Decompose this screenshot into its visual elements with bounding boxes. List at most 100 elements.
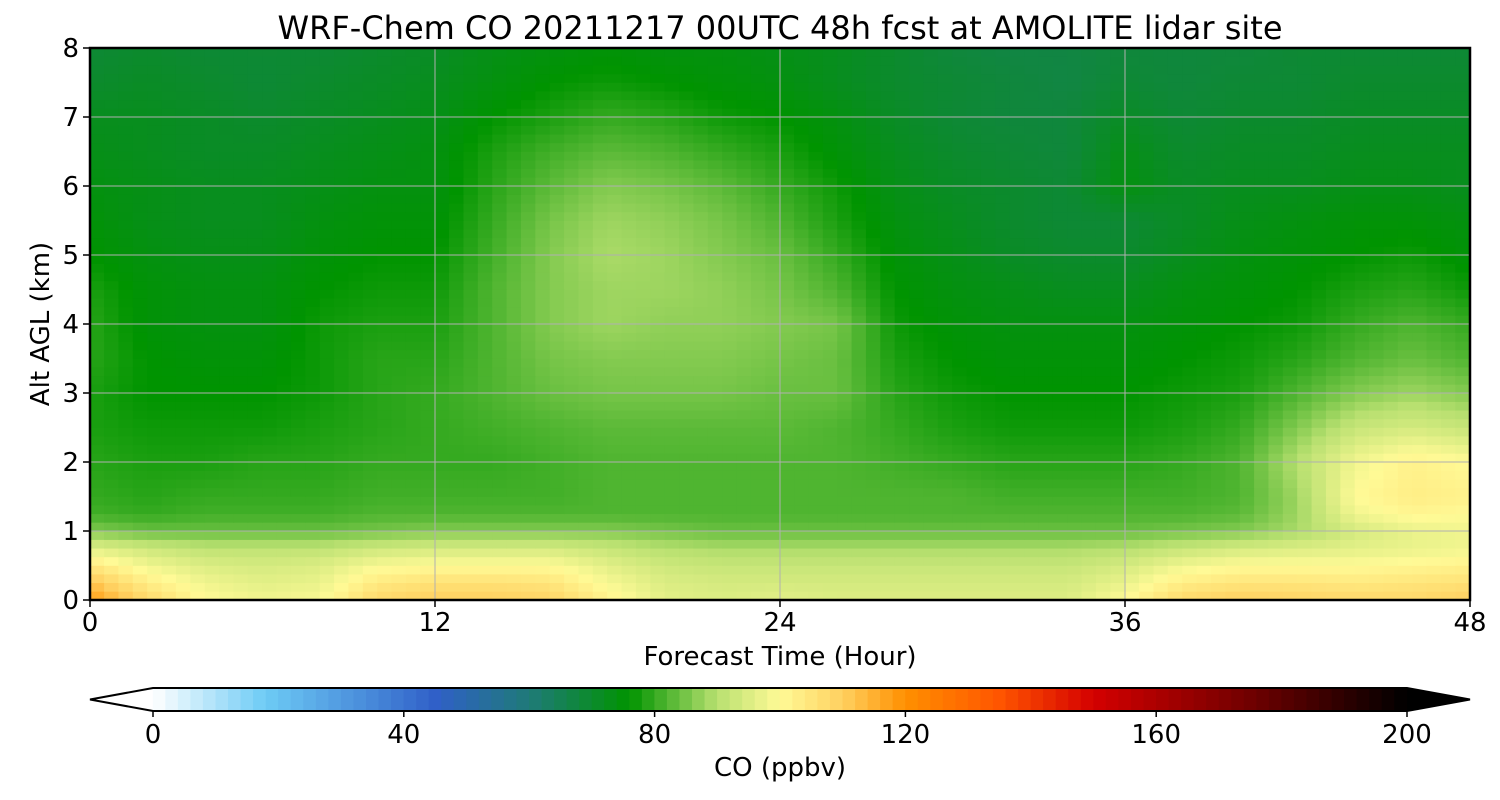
field-cell [549,151,565,161]
field-cell [276,202,292,213]
field-cell [822,289,838,299]
field-cell [1210,401,1226,411]
field-cell [779,504,795,515]
field-cell [779,470,795,480]
field-cell [1153,444,1169,454]
field-cell [405,591,421,601]
field-cell [995,401,1011,411]
field-cell [1225,159,1241,170]
field-cell [765,263,781,273]
field-cell [837,504,853,515]
field-cell [1067,547,1083,558]
field-cell [894,220,910,230]
field-cell [506,530,522,540]
field-cell [104,194,120,204]
field-cell [650,289,666,299]
field-cell [607,271,623,282]
field-cell [909,487,925,497]
field-cell [707,366,723,377]
field-cell [837,263,853,273]
field-cell [765,185,781,195]
field-cell [621,487,637,497]
field-cell [1354,591,1370,601]
field-cell [1455,418,1471,428]
field-cell [736,159,752,170]
field-cell [1124,539,1140,549]
field-cell [952,237,968,247]
field-cell [995,556,1011,566]
field-cell [233,530,249,540]
field-cell [449,427,465,437]
field-cell [1095,177,1111,187]
field-cell [1268,211,1284,221]
field-cell [1095,384,1111,394]
field-cell [1455,409,1471,420]
field-cell [952,582,968,592]
field-cell [104,487,120,497]
field-cell [1383,220,1399,230]
field-cell [89,418,105,428]
field-cell [506,453,522,463]
field-cell [808,573,824,584]
field-cell [952,177,968,187]
field-cell [132,358,148,368]
field-cell [434,168,450,178]
field-cell [1196,220,1212,230]
field-cell [607,366,623,377]
field-cell [520,263,536,273]
field-cell [319,237,335,247]
field-cell [247,194,263,204]
field-cell [492,297,508,308]
field-cell [204,168,220,178]
field-cell [1268,168,1284,178]
field-cell [650,375,666,385]
field-cell [1282,444,1298,454]
field-cell [506,573,522,584]
field-cell [650,384,666,394]
field-cell [204,211,220,221]
field-cell [707,556,723,566]
field-cell [736,151,752,161]
field-cell [104,340,120,351]
field-cell [736,392,752,402]
field-cell [132,418,148,428]
field-cell [607,332,623,342]
field-cell [722,349,738,359]
field-cell [952,539,968,549]
field-cell [290,366,306,377]
field-cell [1369,185,1385,195]
field-cell [1340,453,1356,463]
field-cell [722,220,738,230]
field-cell [909,513,925,523]
field-cell [923,418,939,428]
field-cell [808,168,824,178]
field-cell [1268,246,1284,256]
field-cell [592,530,608,540]
field-cell [693,340,709,351]
field-cell [794,280,810,290]
field-cell [894,591,910,601]
field-cell [190,340,206,351]
field-cell [1038,591,1054,601]
field-cell [506,211,522,221]
field-cell [319,384,335,394]
field-cell [463,237,479,247]
field-cell [1297,409,1313,420]
field-cell [233,591,249,601]
field-cell [506,297,522,308]
field-cell [132,384,148,394]
field-cell [1397,332,1413,342]
field-cell [219,427,235,437]
field-cell [449,384,465,394]
field-cell [219,323,235,333]
field-cell [535,332,551,342]
field-cell [592,478,608,489]
field-cell [104,470,120,480]
field-cell [1009,478,1025,489]
field-cell [794,470,810,480]
field-cell [1426,194,1442,204]
field-cell [1440,453,1456,463]
field-cell [1067,375,1083,385]
field-cell [1182,315,1198,325]
field-cell [1397,280,1413,290]
